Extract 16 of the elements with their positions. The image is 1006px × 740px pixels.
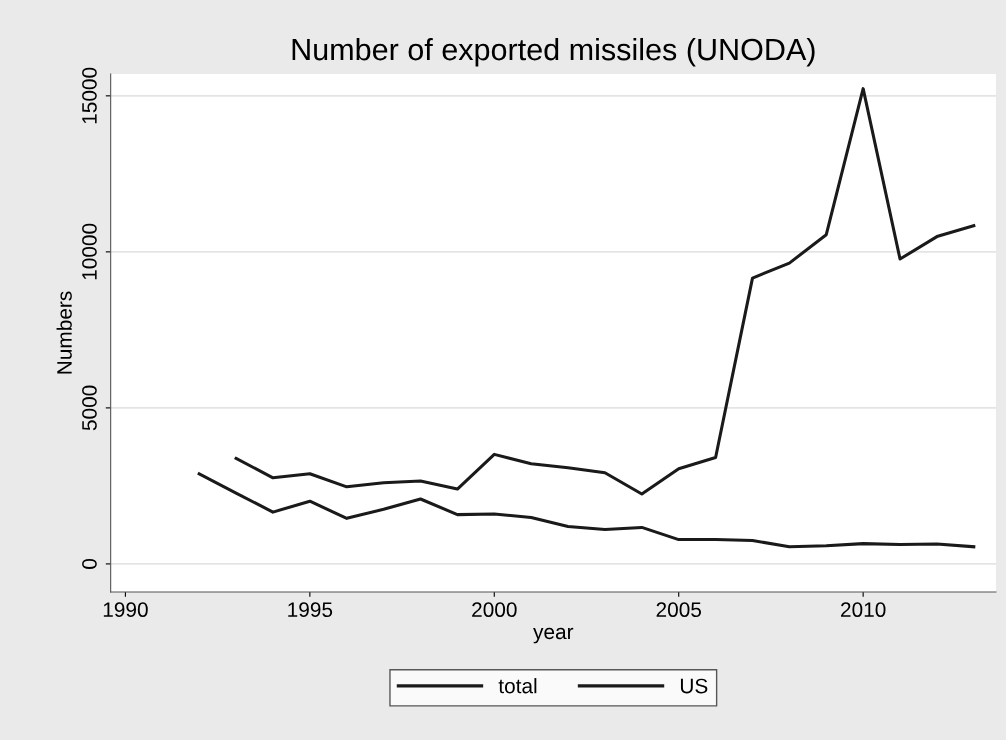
- y-tick-label: 0: [82, 558, 97, 569]
- legend-label: US: [680, 678, 708, 694]
- y-axis-title: Numbers: [56, 291, 72, 374]
- line-series: [234, 87, 976, 496]
- line-series: [197, 472, 976, 549]
- x-axis-title: year: [533, 627, 574, 644]
- y-tick-label: 5000: [82, 385, 97, 431]
- x-tick-label: 2010: [841, 602, 886, 618]
- chart-title: Number of exported missiles (UNODA): [292, 37, 815, 67]
- x-tick-label: 2005: [656, 602, 702, 618]
- x-tick-label: 1990: [103, 602, 148, 618]
- x-tick-label: 2000: [472, 602, 517, 618]
- y-tick-label: 15000: [82, 67, 97, 124]
- y-tick-label: 10000: [82, 223, 97, 280]
- x-tick-label: 1995: [288, 602, 333, 618]
- legend-label: total: [498, 678, 537, 694]
